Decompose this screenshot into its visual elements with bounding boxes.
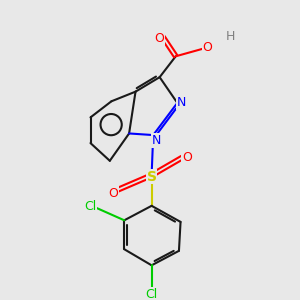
Text: S: S (147, 170, 157, 184)
Text: H: H (226, 30, 235, 43)
Text: Cl: Cl (84, 200, 97, 212)
Text: O: O (182, 151, 192, 164)
Text: O: O (154, 32, 164, 45)
Text: N: N (152, 134, 161, 147)
Text: Cl: Cl (146, 288, 158, 300)
Text: N: N (176, 96, 186, 109)
Text: O: O (202, 41, 212, 54)
Text: O: O (108, 187, 118, 200)
